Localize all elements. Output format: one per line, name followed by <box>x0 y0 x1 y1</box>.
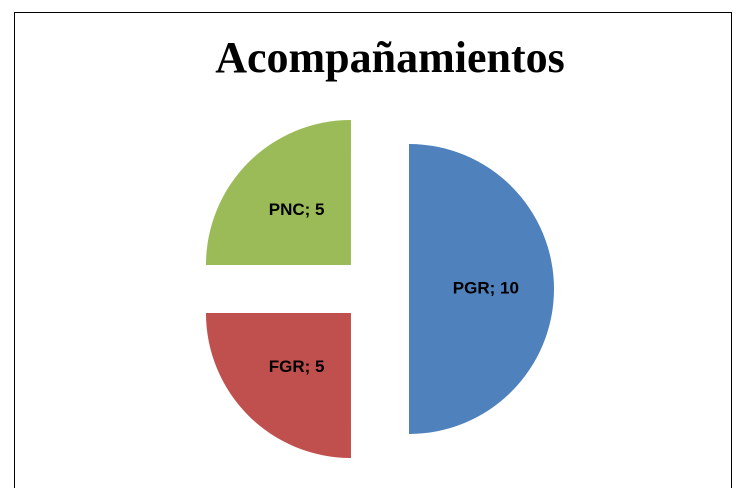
chart-title: Acompañamientos <box>215 33 565 82</box>
data-label: PNC; 5 <box>269 200 325 219</box>
pie-slice <box>409 144 554 434</box>
data-label: PGR; 10 <box>453 278 519 297</box>
pie-slice <box>205 119 351 265</box>
chart-frame <box>14 12 732 488</box>
pie-slice <box>205 313 351 459</box>
data-label: FGR; 5 <box>269 357 325 376</box>
